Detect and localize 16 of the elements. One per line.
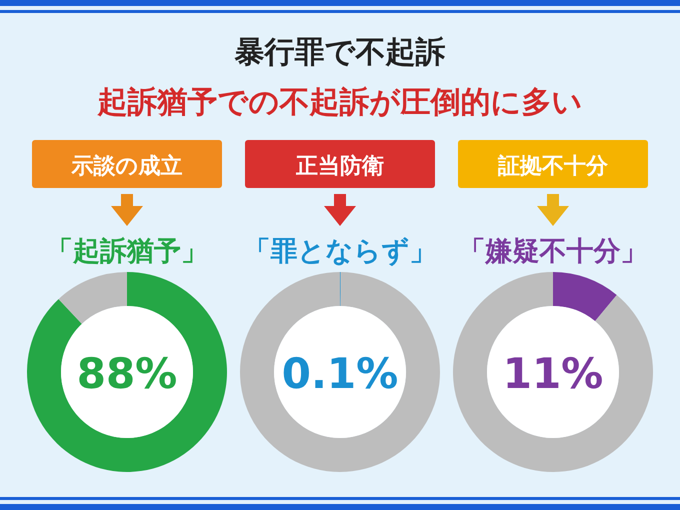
chart-title: 「嫌疑不十分」 xyxy=(458,236,648,267)
text: 88% xyxy=(76,349,178,398)
text: 暴行罪で不起訴 xyxy=(234,35,446,70)
donut-slice xyxy=(27,272,227,472)
chart-title: 「罪とならず」 xyxy=(244,236,436,267)
donut-slice xyxy=(453,272,653,472)
text: 起訴猶予での不起訴が圧倒的に多い xyxy=(96,85,582,120)
donut-slice xyxy=(58,272,127,324)
text: 11% xyxy=(502,349,604,398)
donut-slice xyxy=(240,272,440,472)
text: 証拠不十分 xyxy=(497,154,609,179)
text: 示談の成立 xyxy=(70,153,182,179)
donut-slice xyxy=(553,272,617,322)
text: 正当防衛 xyxy=(295,154,384,179)
chart-title: 「起訴猶予」 xyxy=(46,236,208,267)
text: 0.1% xyxy=(282,349,398,398)
